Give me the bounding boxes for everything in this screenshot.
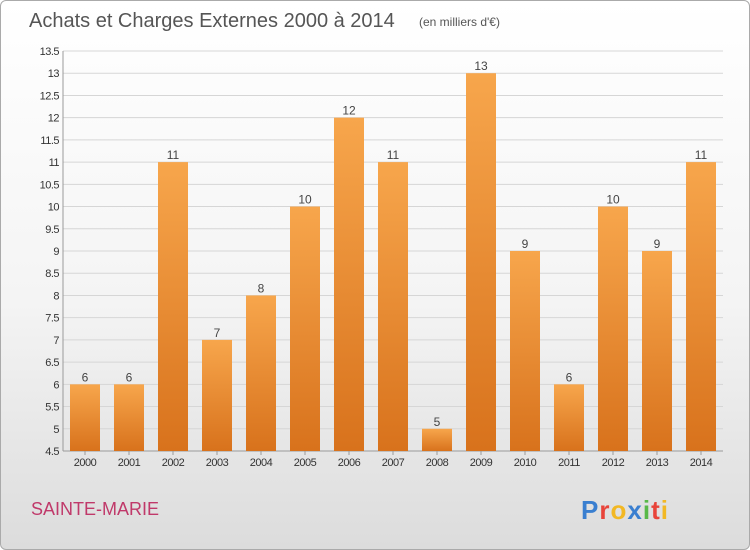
x-tick-label: 2005 bbox=[294, 457, 317, 469]
value-label: 13 bbox=[474, 59, 488, 73]
y-tick-label: 12.5 bbox=[40, 90, 60, 102]
x-tick-labels: 2000 2001 2002 2003 2004 2005 2006 2007 2008 2009… bbox=[74, 457, 713, 469]
chart-subtitle: (en milliers d'€) bbox=[419, 15, 500, 29]
bar-2012 bbox=[598, 206, 628, 451]
bar-2005 bbox=[290, 206, 320, 451]
value-label: 7 bbox=[214, 326, 221, 340]
y-tick-labels: 4.5 5 5.5 6 6.5 7 7.5 8 8.5 9 9.5 10 10.5 11 11.5 12 12.… bbox=[40, 46, 60, 458]
value-label: 9 bbox=[654, 237, 661, 251]
x-tick-label: 2000 bbox=[74, 457, 97, 469]
x-tick-label: 2011 bbox=[558, 457, 580, 469]
y-tick-label: 6.5 bbox=[45, 357, 59, 369]
logo-letter: t bbox=[651, 495, 661, 525]
value-label: 6 bbox=[82, 370, 89, 384]
logo-letter: P bbox=[581, 495, 599, 525]
logo-letter: x bbox=[627, 495, 642, 525]
y-tick-label: 9.5 bbox=[45, 224, 59, 236]
logo-letter: r bbox=[599, 495, 610, 525]
value-labels: 6 6 11 7 8 10 12 11 5 13 9 6 10 9 11 bbox=[82, 59, 708, 429]
value-label: 10 bbox=[606, 193, 620, 207]
x-tick-label: 2004 bbox=[250, 457, 273, 469]
x-tick-label: 2012 bbox=[602, 457, 625, 469]
bar-2009 bbox=[466, 73, 496, 451]
y-tick-label: 5.5 bbox=[45, 402, 59, 414]
bar-2003 bbox=[202, 339, 232, 451]
y-tick-label: 5 bbox=[53, 424, 59, 436]
bar-2000 bbox=[70, 384, 100, 451]
x-tick-label: 2007 bbox=[382, 457, 405, 469]
bar-2007 bbox=[378, 162, 408, 451]
y-tick-label: 13 bbox=[48, 68, 60, 80]
logo-letter: i bbox=[661, 495, 669, 525]
value-label: 11 bbox=[387, 148, 400, 162]
y-tick-label: 7 bbox=[53, 335, 59, 347]
value-label: 6 bbox=[566, 370, 573, 384]
y-tick-label: 4.5 bbox=[45, 446, 59, 458]
y-tick-label: 10.5 bbox=[40, 179, 60, 191]
logo-letter: o bbox=[610, 495, 627, 525]
value-label: 6 bbox=[126, 370, 133, 384]
x-tick-label: 2003 bbox=[206, 457, 229, 469]
x-tick-label: 2009 bbox=[470, 457, 493, 469]
bar-2006 bbox=[334, 117, 364, 452]
value-label: 11 bbox=[167, 148, 180, 162]
value-label: 10 bbox=[298, 193, 312, 207]
y-tick-label: 11 bbox=[49, 157, 60, 169]
y-tick-label: 12 bbox=[48, 113, 60, 125]
y-tick-label: 10 bbox=[48, 202, 60, 214]
x-tick-label: 2008 bbox=[426, 457, 449, 469]
y-tick-label: 9 bbox=[53, 246, 59, 258]
y-tick-label: 8.5 bbox=[45, 268, 59, 280]
x-tick-label: 2002 bbox=[162, 457, 185, 469]
value-label: 5 bbox=[434, 415, 441, 429]
value-label: 9 bbox=[522, 237, 529, 251]
value-label: 11 bbox=[695, 148, 708, 162]
y-tick-label: 11.5 bbox=[40, 135, 59, 147]
bar-2014 bbox=[686, 162, 716, 451]
y-tick-label: 8 bbox=[53, 290, 59, 302]
bar-2008 bbox=[422, 428, 452, 451]
proxiti-logo: Proxiti bbox=[581, 495, 669, 525]
location-name: SAINTE-MARIE bbox=[31, 499, 159, 519]
bars bbox=[70, 73, 716, 452]
value-label: 12 bbox=[342, 104, 356, 118]
y-tick-label: 6 bbox=[53, 379, 59, 391]
bar-2010 bbox=[510, 251, 540, 451]
x-tick-label: 2014 bbox=[690, 457, 713, 469]
value-label: 8 bbox=[258, 281, 265, 295]
x-tick-label: 2001 bbox=[118, 457, 141, 469]
x-tick-label: 2013 bbox=[646, 457, 669, 469]
bar-2004 bbox=[246, 295, 276, 451]
y-tick-label: 7.5 bbox=[45, 313, 59, 325]
bar-2011 bbox=[554, 384, 584, 451]
bar-2001 bbox=[114, 384, 144, 451]
y-tick-label: 13.5 bbox=[40, 46, 60, 58]
chart-title: Achats et Charges Externes 2000 à 2014 bbox=[29, 10, 395, 32]
bar-2002 bbox=[158, 162, 188, 451]
x-tick-label: 2010 bbox=[514, 457, 537, 469]
x-tick-label: 2006 bbox=[338, 457, 361, 469]
logo-letter: i bbox=[643, 495, 651, 525]
bar-2013 bbox=[642, 251, 672, 451]
